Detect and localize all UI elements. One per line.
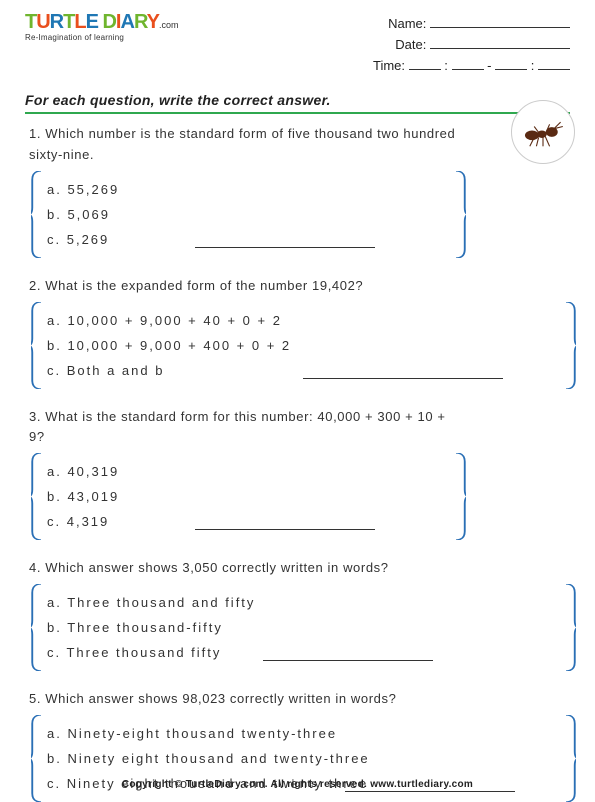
choice: a. 10,000 + 9,000 + 40 + 0 + 2	[47, 308, 570, 333]
choice: a. 40,319	[47, 459, 570, 484]
question-text: 3. What is the standard form for this nu…	[25, 407, 465, 447]
footer-copyright: Copyright © TurtleDiary.com. All rights …	[0, 779, 595, 790]
question-text: 5. Which answer shows 98,023 correctly w…	[25, 689, 465, 709]
question: 1. Which number is the standard form of …	[25, 124, 570, 257]
choice: a. Ninety-eight thousand twenty-three	[47, 721, 570, 746]
time-field-1[interactable]	[409, 58, 441, 70]
answer-field[interactable]	[263, 660, 433, 661]
date-field[interactable]	[430, 37, 570, 49]
bracket-left-icon	[31, 584, 41, 671]
answer-field[interactable]	[195, 529, 375, 530]
name-label: Name:	[388, 16, 426, 31]
bracket-right-icon	[566, 584, 576, 671]
time-field-2[interactable]	[452, 58, 484, 70]
bracket-left-icon	[31, 171, 41, 258]
choice: a. Three thousand and fifty	[47, 590, 570, 615]
question: 2. What is the expanded form of the numb…	[25, 276, 570, 389]
answer-field[interactable]	[345, 791, 515, 792]
bracket-right-icon	[566, 302, 576, 389]
choice: b. 5,069	[47, 202, 570, 227]
question-text: 1. Which number is the standard form of …	[25, 124, 465, 164]
choice: b. 43,019	[47, 484, 570, 509]
bracket-right-icon	[456, 171, 466, 258]
time-label: Time:	[373, 58, 405, 73]
choices: a. 55,269b. 5,069c. 5,269	[25, 171, 570, 258]
choice: c. 5,269	[47, 227, 570, 252]
logo-tagline: Re-Imagination of learning	[25, 34, 179, 42]
time-field-3[interactable]	[495, 58, 527, 70]
choices: a. Three thousand and fiftyb. Three thou…	[25, 584, 570, 671]
question-text: 4. Which answer shows 3,050 correctly wr…	[25, 558, 465, 578]
choices: a. 40,319b. 43,019c. 4,319	[25, 453, 570, 540]
date-label: Date:	[395, 37, 426, 52]
choices: a. 10,000 + 9,000 + 40 + 0 + 2b. 10,000 …	[25, 302, 570, 389]
bracket-left-icon	[31, 453, 41, 540]
answer-field[interactable]	[303, 378, 503, 379]
logo: TURTLE DIARY.com Re-Imagination of learn…	[25, 12, 179, 42]
time-field-4[interactable]	[538, 58, 570, 70]
choice: b. Three thousand-fifty	[47, 615, 570, 640]
question: 3. What is the standard form for this nu…	[25, 407, 570, 540]
logo-text: TURTLE DIARY.com	[25, 12, 179, 32]
divider	[25, 112, 570, 114]
questions-list: 1. Which number is the standard form of …	[25, 124, 570, 802]
choice: c. Three thousand fifty	[47, 640, 570, 665]
header: TURTLE DIARY.com Re-Imagination of learn…	[25, 12, 570, 76]
instructions: For each question, write the correct ans…	[25, 92, 570, 108]
bracket-left-icon	[31, 302, 41, 389]
bracket-right-icon	[456, 453, 466, 540]
question: 4. Which answer shows 3,050 correctly wr…	[25, 558, 570, 671]
choice: b. Ninety eight thousand and twenty-thre…	[47, 746, 570, 771]
worksheet-meta: Name: Date: Time: : - :	[373, 12, 570, 76]
choice: a. 55,269	[47, 177, 570, 202]
question-text: 2. What is the expanded form of the numb…	[25, 276, 465, 296]
ant-icon	[511, 100, 575, 164]
name-field[interactable]	[430, 16, 570, 28]
choice: b. 10,000 + 9,000 + 400 + 0 + 2	[47, 333, 570, 358]
choice: c. Both a and b	[47, 358, 570, 383]
choice: c. 4,319	[47, 509, 570, 534]
answer-field[interactable]	[195, 247, 375, 248]
